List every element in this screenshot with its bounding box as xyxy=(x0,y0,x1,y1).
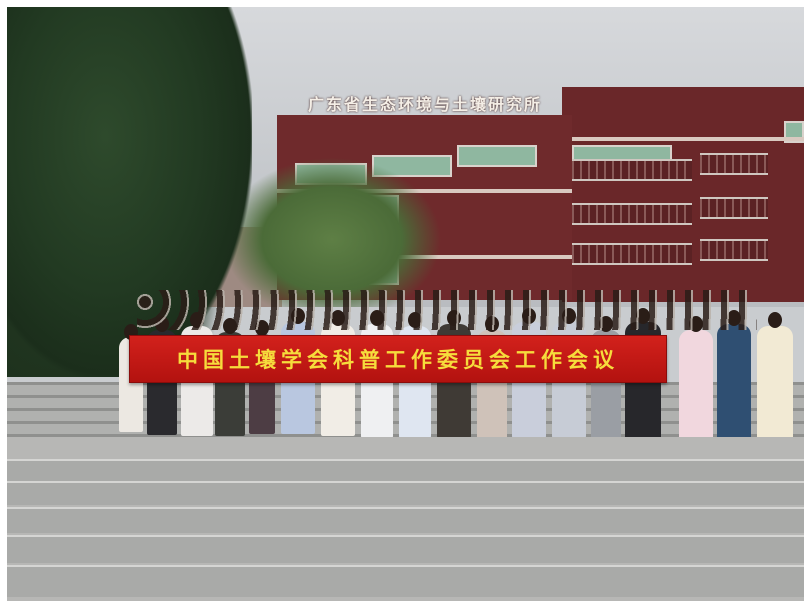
banner-text: 中国土壤学会科普工作委员会工作会议 xyxy=(177,348,619,372)
balcony xyxy=(700,197,768,219)
balcony xyxy=(572,159,692,181)
balcony xyxy=(572,243,692,265)
balcony xyxy=(700,153,768,175)
photo-scene: 广东省生态环境与土壤研究所 xyxy=(7,7,804,601)
window-row xyxy=(457,145,537,167)
back-row-heads xyxy=(137,290,757,330)
balcony xyxy=(572,203,692,225)
person xyxy=(757,326,793,440)
tree xyxy=(222,157,442,307)
person xyxy=(679,330,713,442)
facade-band xyxy=(562,137,804,141)
person-head xyxy=(768,312,782,328)
step xyxy=(7,481,804,505)
person xyxy=(717,324,751,440)
plaza-steps xyxy=(7,437,804,601)
rooftop-sign: 广东省生态环境与土壤研究所 xyxy=(307,95,542,114)
step xyxy=(7,459,804,481)
step xyxy=(7,507,804,533)
step xyxy=(7,565,804,597)
red-banner: 中国土壤学会科普工作委员会工作会议 xyxy=(129,335,667,383)
balcony xyxy=(700,239,768,261)
step xyxy=(7,535,804,563)
building-wing xyxy=(562,87,804,302)
